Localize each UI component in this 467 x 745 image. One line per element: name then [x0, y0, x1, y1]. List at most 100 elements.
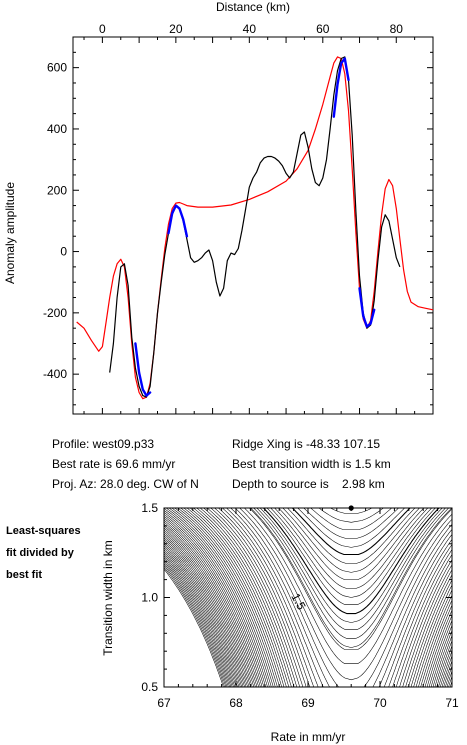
contour-line — [203, 508, 452, 687]
bottom-y-axis-title: Transition width in km — [101, 540, 115, 656]
contour-lines — [164, 508, 452, 687]
contour-line — [164, 535, 452, 687]
contour-line — [282, 508, 420, 573]
contour-line — [164, 512, 452, 687]
top-plot-frame — [72, 36, 434, 415]
contour-line — [222, 508, 452, 687]
side-note-line-3: best fit — [6, 569, 42, 581]
top-y-tick-label: 200 — [47, 183, 67, 197]
contour-line — [164, 508, 452, 687]
contour-line — [164, 510, 452, 687]
contour-line — [177, 508, 452, 687]
contour-line — [164, 539, 452, 687]
contour-line — [164, 513, 452, 687]
bottom-y-tick-labels: 1.5 1.0 0.5 — [141, 501, 158, 694]
info-ridge-xing: Ridge Xing is -48.33 107.15 — [232, 437, 380, 451]
blue-fit-segment — [358, 287, 376, 328]
contour-line — [164, 541, 452, 687]
contour-line — [303, 508, 399, 539]
top-y-tick-labels: 600 400 200 0 -200 -400 — [43, 61, 67, 382]
top-x-tick-label: 20 — [169, 22, 183, 36]
info-depth: Depth to source is 2.98 km — [232, 477, 385, 491]
contour-line — [164, 525, 452, 687]
top-y-tick-label: -200 — [43, 306, 67, 320]
contour-line — [164, 515, 452, 687]
top-x-tick-label: 0 — [99, 22, 106, 36]
best-fit-point — [348, 505, 354, 511]
contour-line — [164, 549, 452, 687]
bottom-x-tick-labels: 67 68 69 70 71 — [157, 696, 459, 710]
contour-line — [292, 508, 411, 556]
contour-line — [263, 508, 440, 615]
contour-line — [196, 508, 452, 687]
contour-line — [190, 508, 452, 687]
contour-line — [164, 517, 452, 687]
contour-line — [174, 508, 452, 687]
contour-line — [164, 529, 452, 687]
contour-line — [164, 566, 452, 687]
bottom-x-tick-label: 71 — [445, 696, 459, 710]
contour-line — [249, 508, 452, 650]
top-y-axis-title: Anomaly amplitude — [3, 182, 17, 284]
contour-line — [186, 508, 452, 687]
contour-line — [164, 562, 452, 687]
contour-line — [193, 508, 452, 687]
info-best-width: Best transition width is 1.5 km — [232, 457, 391, 471]
top-y-tick-label: 400 — [47, 122, 67, 136]
bottom-ticks — [163, 507, 453, 688]
info-block: Profile: west09.p33 Best rate is 69.6 mm… — [52, 437, 391, 491]
top-x-tick-label: 40 — [243, 22, 257, 36]
contour-line — [287, 508, 416, 564]
contour-line — [278, 508, 424, 580]
bottom-x-tick-label: 69 — [301, 696, 315, 710]
bottom-y-tick-label: 1.5 — [141, 501, 158, 515]
contour-line — [168, 508, 452, 687]
top-y-tick-label: 0 — [60, 245, 67, 259]
contour-line — [270, 508, 432, 598]
contour-line — [207, 508, 452, 687]
contour-line — [214, 508, 452, 687]
contour-line — [230, 508, 452, 687]
contour-line — [226, 508, 452, 687]
contour-line — [266, 508, 436, 605]
contour-line — [164, 531, 452, 687]
info-proj-az: Proj. Az: 28.0 deg. CW of N — [52, 477, 199, 491]
contour-line — [200, 508, 452, 687]
contour-line — [164, 543, 452, 687]
bottom-y-tick-label: 1.0 — [141, 591, 158, 605]
contour-line — [164, 554, 452, 687]
top-x-tick-labels: 0 20 40 60 80 — [99, 22, 403, 36]
contour-line — [234, 508, 452, 687]
contour-line — [310, 508, 392, 530]
contour-line — [164, 558, 452, 687]
contour-line — [164, 521, 452, 687]
contour-line — [164, 556, 452, 687]
black-observed-line — [109, 56, 401, 398]
top-ticks — [73, 36, 434, 414]
contour-line — [171, 508, 452, 687]
contour-line — [164, 553, 452, 687]
contour-line — [166, 508, 452, 687]
top-x-tick-label: 80 — [390, 22, 404, 36]
contour-line — [164, 537, 452, 687]
contour-line — [164, 545, 452, 687]
contour-chart: 67 68 69 70 71 1.5 1.0 0.5 1.5 Rate in m… — [101, 501, 459, 744]
contour-line — [274, 508, 428, 589]
contour-line — [244, 508, 452, 664]
bottom-x-tick-label: 68 — [229, 696, 243, 710]
top-series — [76, 56, 434, 400]
contour-line — [318, 508, 384, 523]
contour-line — [164, 527, 452, 687]
contour-line — [164, 519, 452, 687]
contour-line — [250, 508, 452, 648]
contour-line — [164, 560, 452, 687]
profile-chart: Distance (km) Anomaly amplitude 0 20 40 … — [3, 0, 434, 415]
blue-fit-segment — [332, 57, 350, 118]
blue-fit-segment — [134, 342, 152, 397]
bottom-y-tick-label: 0.5 — [141, 680, 158, 694]
side-note-line-1: Least-squares — [6, 525, 81, 537]
info-best-rate: Best rate is 69.6 mm/yr — [52, 457, 175, 471]
contour-line — [183, 508, 452, 687]
bottom-x-tick-label: 70 — [373, 696, 387, 710]
